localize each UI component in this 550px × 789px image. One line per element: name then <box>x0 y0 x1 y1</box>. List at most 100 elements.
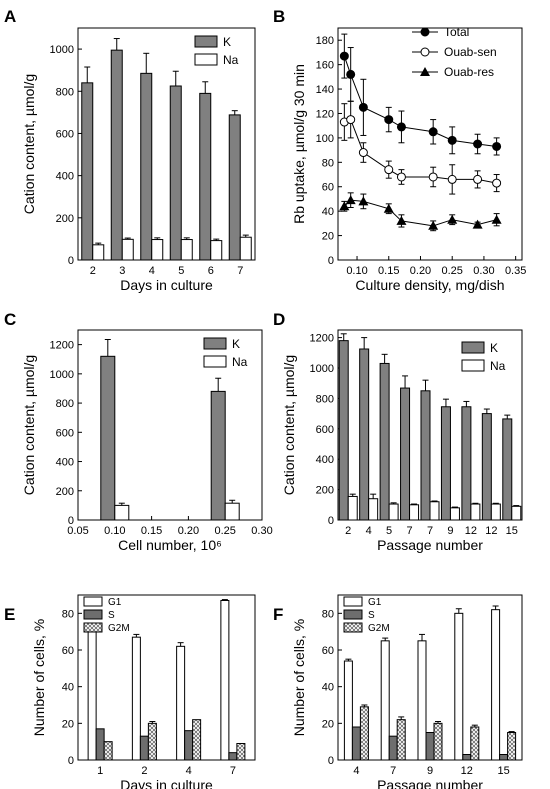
legend-label: Ouab-sen <box>444 45 497 59</box>
bar-s <box>184 730 194 761</box>
ytick-label: 0 <box>328 755 334 767</box>
xtick-label: 12 <box>465 525 477 537</box>
ytick-label: 60 <box>322 645 334 657</box>
xtick-label: 4 <box>149 265 155 277</box>
marker-filled-circle <box>492 141 502 151</box>
legend-swatch <box>343 596 363 607</box>
marker-filled-triangle <box>345 195 356 205</box>
bar-g2m <box>470 726 480 761</box>
bar-k <box>110 49 123 261</box>
x-axis-label: Passage number <box>377 537 483 553</box>
legend-label: S <box>108 610 115 621</box>
y-axis-label: Cation content, µmol/g <box>21 355 37 495</box>
bar-s <box>139 735 149 761</box>
panel-label-d: D <box>273 310 285 329</box>
bar-s <box>228 752 238 761</box>
legend-swatch <box>343 609 363 620</box>
legend-label: K <box>232 337 240 351</box>
xtick-label: 0.30 <box>473 265 494 277</box>
marker-filled-circle <box>358 102 368 112</box>
bar-g2m <box>103 741 113 761</box>
xtick-label: 0.30 <box>251 525 272 537</box>
x-axis-label: Passage number <box>377 777 483 789</box>
legend-swatch <box>83 609 103 620</box>
legend-swatch <box>203 337 227 350</box>
legend-label: G1 <box>368 597 382 608</box>
xtick-label: 7 <box>427 525 433 537</box>
legend-label: G2M <box>108 623 130 634</box>
ytick-label: 20 <box>322 231 334 243</box>
marker-filled-circle <box>346 69 356 79</box>
ytick-label: 0 <box>68 755 74 767</box>
bar-g1 <box>343 660 353 761</box>
panel-label-e: E <box>4 605 15 624</box>
x-axis-label: Cell number, 10⁶ <box>118 537 222 553</box>
bar-s <box>462 754 472 761</box>
xtick-label: 0.10 <box>104 525 125 537</box>
ytick-label: 200 <box>56 486 74 498</box>
x-axis-label: Days in culture <box>120 777 213 789</box>
bar-k <box>379 362 390 521</box>
panel-label-f: F <box>273 605 283 624</box>
marker-filled-circle <box>420 27 430 37</box>
legend-swatch <box>461 359 485 372</box>
marker-filled-triangle <box>472 219 483 229</box>
bar-na <box>368 498 379 521</box>
y-axis-label: Number of cells, % <box>291 619 307 736</box>
xtick-label: 15 <box>506 525 518 537</box>
marker-filled-triangle <box>447 214 458 224</box>
ytick-label: 800 <box>56 398 74 410</box>
bar-s <box>499 754 509 761</box>
legend-label: K <box>490 341 498 355</box>
bar-na <box>490 503 501 521</box>
xtick-label: 0.25 <box>214 525 235 537</box>
xtick-label: 3 <box>119 265 125 277</box>
bar-na <box>429 501 440 521</box>
panel-label-a: A <box>4 7 16 26</box>
bar-na <box>151 239 164 261</box>
xtick-label: 0.25 <box>441 265 462 277</box>
ytick-label: 600 <box>56 427 74 439</box>
ytick-label: 80 <box>62 608 74 620</box>
bar-na <box>511 505 522 521</box>
ytick-label: 400 <box>56 457 74 469</box>
ytick-label: 160 <box>316 60 334 72</box>
marker-filled-triangle <box>491 214 502 224</box>
marker-open-circle <box>473 174 483 184</box>
bar-na <box>114 504 130 521</box>
marker-filled-triangle <box>339 201 350 211</box>
plot-frame-E <box>77 594 256 761</box>
legend-swatch <box>83 596 103 607</box>
bar-k <box>359 348 370 521</box>
xtick-label: 12 <box>485 525 497 537</box>
xtick-label: 6 <box>208 265 214 277</box>
ytick-label: 80 <box>322 608 334 620</box>
bar-na <box>409 504 420 521</box>
xtick-label: 9 <box>447 525 453 537</box>
marker-open-circle <box>492 178 502 188</box>
x-axis-label: Days in culture <box>120 277 213 293</box>
marker-open-circle <box>447 174 457 184</box>
ytick-label: 80 <box>322 157 334 169</box>
legend-label: S <box>368 610 375 621</box>
ytick-label: 400 <box>56 171 74 183</box>
bar-g1 <box>491 609 501 761</box>
bar-g2m <box>507 732 517 761</box>
marker-open-circle <box>396 172 406 182</box>
bar-k <box>140 72 153 261</box>
plot-frame-A <box>77 27 256 261</box>
marker-filled-circle <box>473 139 483 149</box>
xtick-label: 0.15 <box>141 525 162 537</box>
bar-g2m <box>433 722 443 761</box>
ytick-label: 400 <box>316 454 334 466</box>
x-axis-label: Culture density, mg/dish <box>355 277 504 293</box>
xtick-label: 0.20 <box>178 525 199 537</box>
marker-filled-circle <box>396 122 406 132</box>
ytick-label: 600 <box>56 128 74 140</box>
xtick-label: 12 <box>461 765 473 777</box>
bar-s <box>425 732 435 761</box>
y-axis-label: Cation content, µmol/g <box>21 74 37 214</box>
ytick-label: 120 <box>316 108 334 120</box>
bar-k <box>338 340 349 521</box>
